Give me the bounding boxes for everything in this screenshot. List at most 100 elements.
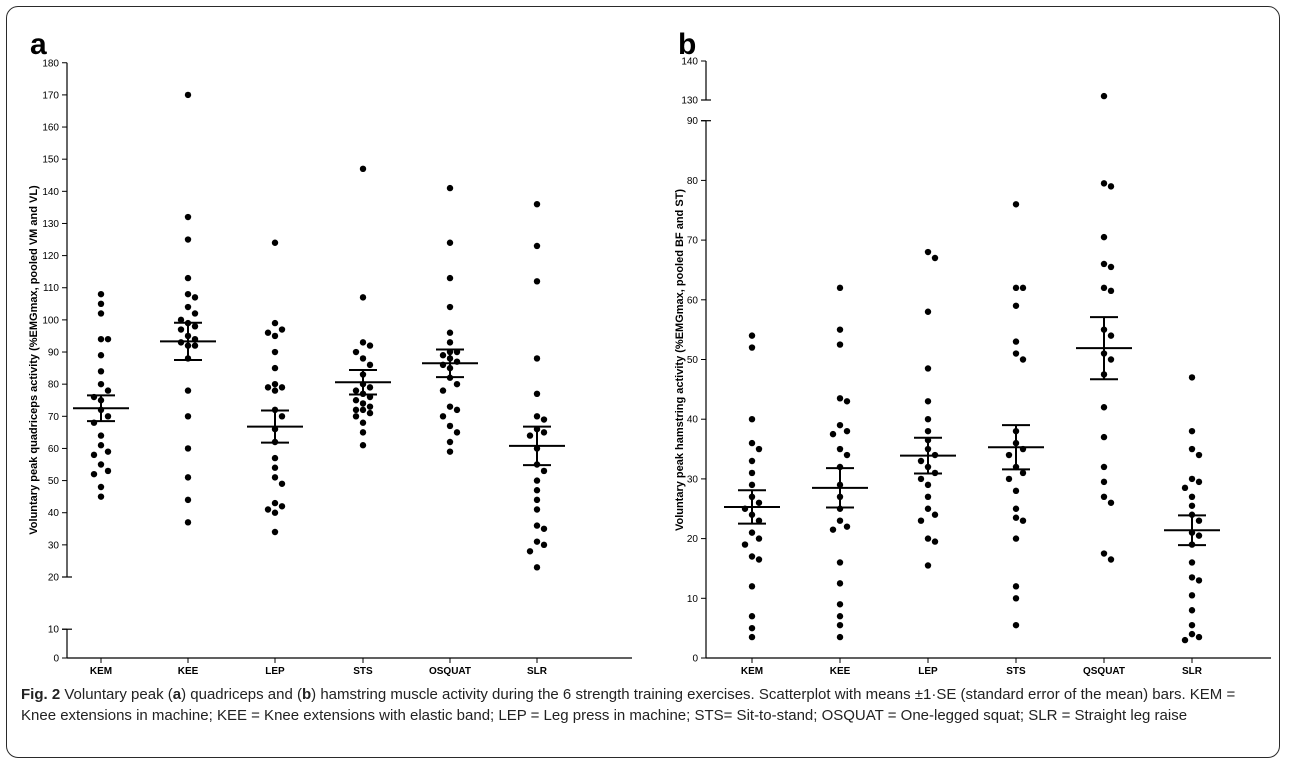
panel-b-data-point [836,621,844,629]
panel-a-y-tick-label: 10 [48,625,60,636]
panel-b-data-point [931,511,939,518]
panel-a-data-point [177,316,185,324]
panel-b-data-point [931,254,939,262]
panel-b-data-point [1100,233,1108,241]
panel-a-data-point [97,352,105,359]
panel-a-data-point [184,274,192,282]
panel-a-data-point [271,380,279,388]
panel-a-data-point [184,236,192,243]
panel-a-y-tick-label: 180 [42,58,59,69]
panel-b-data-point [836,284,844,292]
panel-b-data-point [1100,463,1108,471]
panel-a-data-point [177,326,185,333]
panel-a-data-point [540,416,548,423]
panel-b-data-point [1100,433,1108,441]
panel-b-data-point [836,580,844,587]
panel-b-data-point [1012,583,1020,590]
panel-b-data-point [748,624,756,632]
panel-a-data-point [533,506,541,513]
panel-b-data-point [1012,338,1020,345]
panel-a-data-point [271,364,279,372]
panel-b-data-point [748,344,756,351]
panel-b-category-label: KEE [830,666,851,677]
panel-a-data-point [278,384,286,391]
panel-a-data-point [278,503,286,510]
panel-b-data-point [1181,484,1189,492]
panel-a-data-point [359,339,367,346]
panel-b-data-point [1188,592,1196,599]
panel-b-data-point [836,326,844,333]
panel-b-data-point [924,398,932,405]
panel-b-data-point [843,398,851,405]
panel-b-letter: b [678,28,696,61]
panel-a-data-point [271,474,279,481]
panel-b-data-point [1100,478,1108,486]
panel-a-data-point [184,519,192,526]
panel-b-data-point [836,559,844,566]
caption-part-4: b [302,686,312,703]
panel-b-data-point [924,505,932,512]
panel-a-y-tick-label: 30 [48,540,60,551]
panel-a-data-point [446,274,454,282]
panel-a-data-point [533,538,541,545]
figure-frame [6,6,1280,758]
panel-a-data-point [184,290,192,298]
panel-b-data-point [748,529,756,536]
panel-b-data-point [1012,535,1020,542]
panel-b-data-point [829,430,837,438]
panel-b-data-point [1012,514,1020,521]
panel-b-data-point [1100,550,1108,557]
panel-a-data-point [352,348,360,356]
panel-a-data-point [533,278,541,285]
panel-a-data-point [540,429,548,436]
panel-b-y-tick-label: 20 [687,534,699,545]
panel-a-data-point [366,403,374,410]
panel-a-y-tick-label: 80 [48,380,60,391]
panel-a-category-label: LEP [265,666,285,677]
panel-b-data-point [748,633,756,641]
panel-b-data-point [1188,427,1196,435]
panel-a-data-point [278,480,286,487]
panel-a-data-point [191,342,199,349]
panel-a-data-point [191,294,199,301]
figure-chart-area: a010203040506070809010011012013014015016… [28,28,1271,677]
panel-a-data-point [184,91,192,99]
panel-a-category-label: KEE [178,666,199,677]
panel-a-data-point [271,528,279,536]
panel-a-y-tick-label: 110 [43,283,59,294]
panel-b-y-axis-title: Voluntary peak hamstring activity (%EMGm… [674,189,686,531]
panel-a-data-point [366,361,374,369]
panel-a-data-point [104,413,112,420]
panel-b-data-point [1188,621,1196,629]
panel-b-y-tick-label: 40 [687,415,699,426]
panel-a-data-point [184,445,192,452]
panel-a-data-point [184,474,192,481]
panel-a-data-point [191,310,199,317]
panel-a-data-point [278,326,286,333]
panel-a-data-point [526,548,534,555]
panel-a-data-point [540,525,548,532]
panel-b-data-point [1107,332,1115,339]
panel-b-data-point [1012,284,1020,292]
panel-b-category-label: STS [1006,666,1026,677]
panel-b-data-point [1012,595,1020,602]
panel-a-data-point [184,387,192,394]
panel-a-y-axis-title: Voluntary peak quadriceps activity (%EMG… [28,185,40,535]
panel-b-data-point [924,535,932,542]
panel-b-y-tick-label: 0 [692,654,698,665]
panel-a-y-tick-label: 0 [53,654,59,665]
panel-a-data-point [439,352,447,359]
panel-a-data-point [533,496,541,504]
panel-a-data-point [97,290,105,298]
panel-a-data-point [446,184,454,192]
panel-a-data-point [453,406,461,414]
panel-a-data-point [446,329,454,336]
panel-a-data-point [366,409,374,417]
panel-b-y-tick-label: 80 [687,176,699,187]
panel-b-data-point [1012,621,1020,629]
panel-b-data-point [1188,493,1196,501]
panel-b-y-tick-label: 90 [687,116,699,127]
panel-a-data-point [97,493,105,500]
panel-a-data-point [97,368,105,375]
panel-a-chart: a 0 10 20 30 40 50 60 70 80 90 100 110 120 130 140 150 16… [28,28,632,677]
